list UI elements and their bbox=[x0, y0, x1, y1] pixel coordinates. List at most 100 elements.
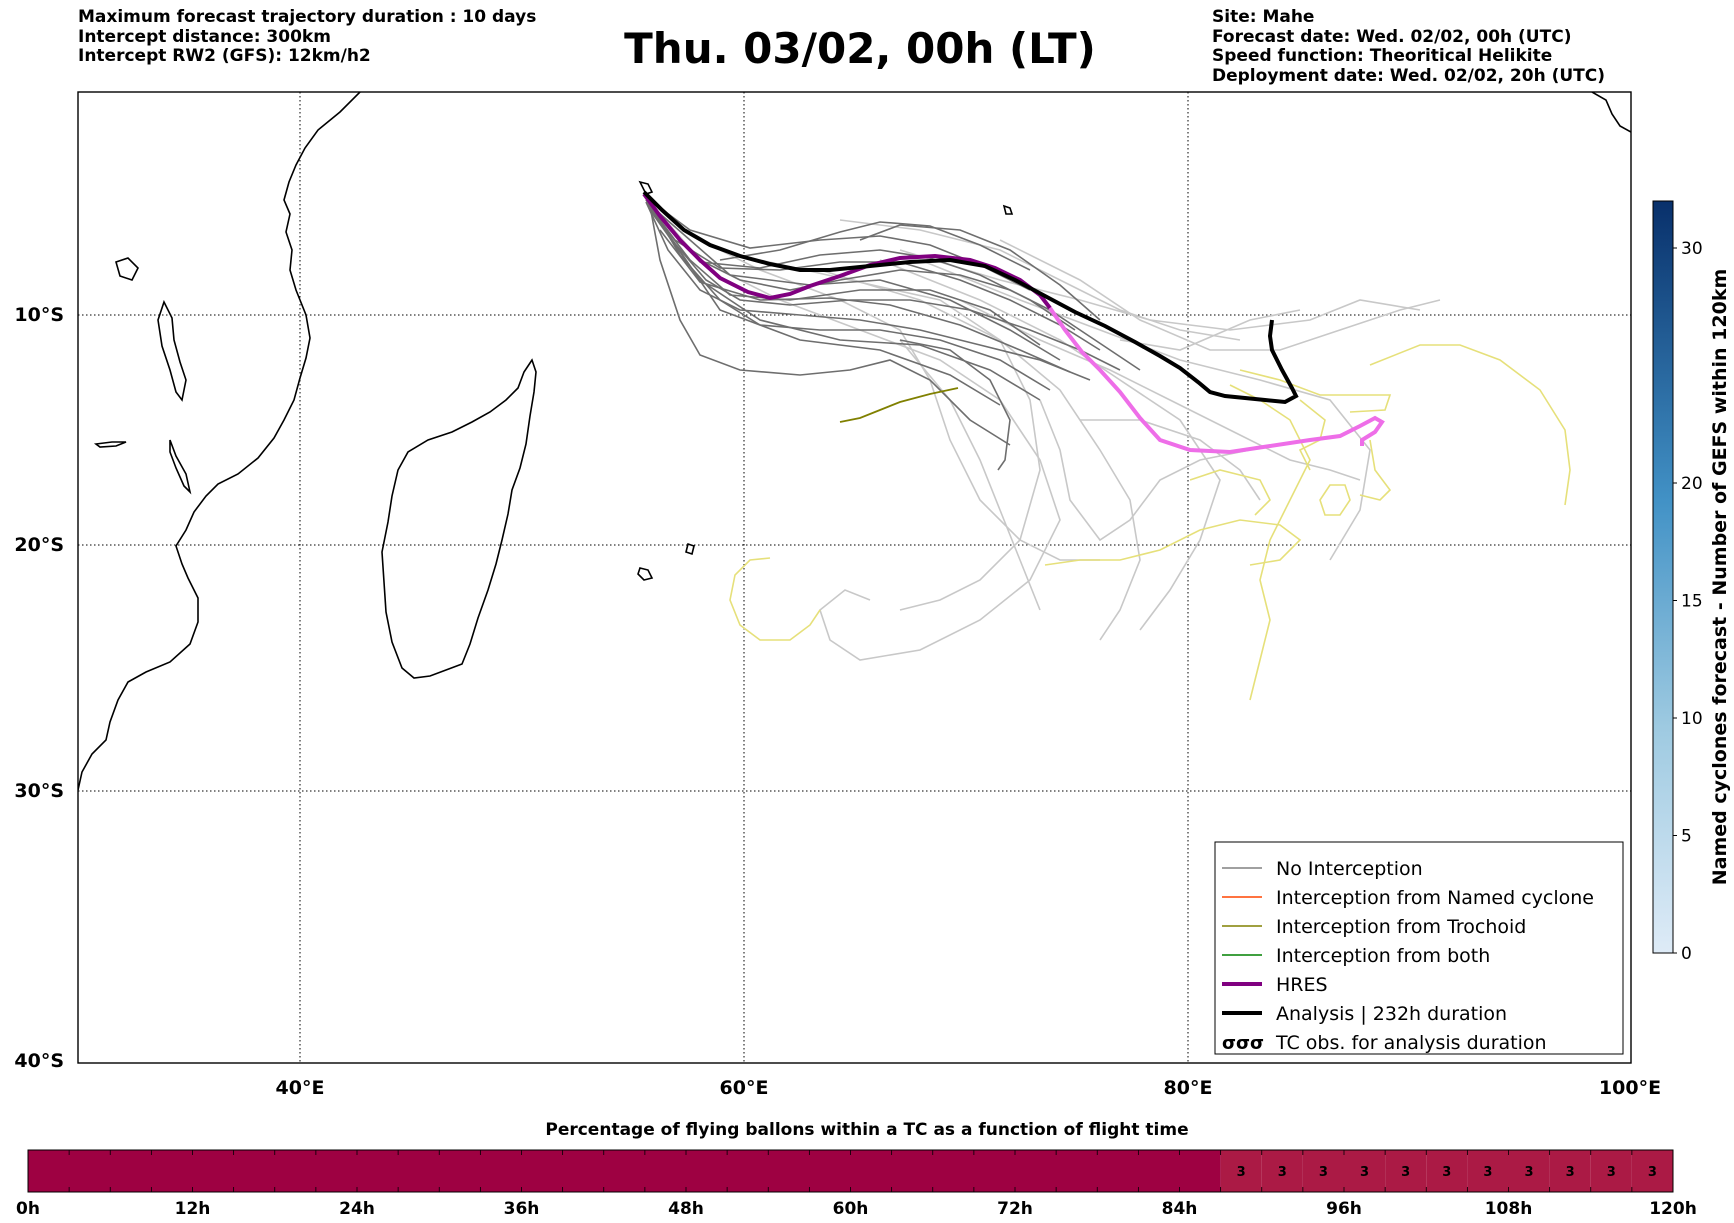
lat-tick-40s: 40°S bbox=[14, 1050, 64, 1072]
member-light-5 bbox=[879, 259, 1221, 631]
speed-function-text: Speed function: Theoritical Helikite bbox=[1212, 46, 1553, 66]
flight-bar-tick-1: 12h bbox=[175, 1199, 211, 1219]
member-light-10 bbox=[839, 219, 1241, 341]
intercept-rw2-text: Intercept RW2 (GFS): 12km/h2 bbox=[78, 46, 371, 66]
flight-bar-cell-label-4: 3 bbox=[1401, 1165, 1410, 1180]
colorbar-tick-4: 20 bbox=[1681, 474, 1703, 494]
seychelles-bank bbox=[638, 180, 654, 195]
colorbar-tick-5: 30 bbox=[1681, 239, 1703, 259]
members-dark bbox=[643, 193, 1141, 471]
flight-bar-cell-label-1: 3 bbox=[1278, 1165, 1287, 1180]
flight-bar-cell-3 bbox=[1344, 1150, 1386, 1192]
lat-tick-30s: 30°S bbox=[14, 780, 64, 802]
legend: No Interception Interception from Named c… bbox=[1214, 841, 1624, 1055]
max-duration-text: Maximum forecast trajectory duration : 1… bbox=[78, 7, 537, 27]
flight-bar-cell-9 bbox=[1590, 1150, 1632, 1192]
flight-bar-tick-0: 0h bbox=[16, 1199, 40, 1219]
flight-bar-cell-10 bbox=[1631, 1150, 1673, 1192]
member-dark-9 bbox=[649, 205, 1011, 446]
member-yellow-5 bbox=[1239, 369, 1392, 413]
flight-bar-cell-label-8: 3 bbox=[1566, 1165, 1575, 1180]
member-yellow-9 bbox=[1359, 439, 1392, 501]
site-text: Site: Mahe bbox=[1212, 7, 1315, 27]
flight-bar-tick-5: 60h bbox=[833, 1199, 869, 1219]
lake-victoria bbox=[115, 257, 139, 281]
colorbar-tick-2: 10 bbox=[1681, 709, 1703, 729]
member-dark-10 bbox=[647, 203, 1001, 406]
mauritius-island bbox=[685, 542, 695, 556]
flight-bar-frame bbox=[27, 1149, 1674, 1193]
madagascar-coast bbox=[381, 358, 537, 679]
colorbar-label: Named cyclones forecast - Number of GEFS… bbox=[1709, 269, 1731, 886]
flight-bar-tick-4: 48h bbox=[668, 1199, 704, 1219]
member-yellow-3 bbox=[1229, 384, 1311, 701]
flight-bar-cell-0 bbox=[1220, 1150, 1262, 1192]
member-yellow-4 bbox=[1369, 344, 1571, 506]
flight-bar-cell-5 bbox=[1426, 1150, 1468, 1192]
flight-bar-tick-6: 72h bbox=[997, 1199, 1033, 1219]
legend-label-4: HRES bbox=[1276, 974, 1328, 996]
members-light bbox=[647, 199, 1441, 661]
member-light-1 bbox=[647, 199, 1061, 661]
member-dark-15 bbox=[859, 224, 1101, 321]
legend-label-0: No Interception bbox=[1276, 858, 1423, 880]
lon-tick-40e: 40°E bbox=[276, 1077, 325, 1099]
lon-tick-100e: 100°E bbox=[1599, 1077, 1661, 1099]
member-dark-4 bbox=[647, 203, 1101, 351]
member-dark-6 bbox=[649, 207, 1041, 346]
intercept-distance-text: Intercept distance: 300km bbox=[78, 26, 331, 47]
deployment-date-text: Deployment date: Wed. 02/02, 20h (UTC) bbox=[1212, 65, 1606, 86]
flight-bar-cell-label-7: 3 bbox=[1525, 1165, 1534, 1180]
member-yellow-2 bbox=[1044, 519, 1302, 566]
map-title: Thu. 03/02, 00h (LT) bbox=[624, 24, 1096, 73]
colorbar: 0 5 10 15 20 30 Named cyclones forecast - Num… bbox=[1652, 200, 1731, 964]
legend-label-2: Interception from Trochoid bbox=[1276, 916, 1526, 938]
flight-bar-cell-4 bbox=[1385, 1150, 1427, 1192]
lake-tanganyika bbox=[157, 299, 187, 402]
flight-bar-cell-label-3: 3 bbox=[1360, 1165, 1369, 1180]
flight-bar-cell-label-5: 3 bbox=[1442, 1165, 1451, 1180]
colorbar-tick-1: 5 bbox=[1681, 827, 1692, 847]
member-light-12 bbox=[899, 339, 1041, 611]
header-right-info: Site: Mahe Forecast date: Wed. 02/02, 00… bbox=[1212, 7, 1606, 86]
member-yellow-7 bbox=[1319, 484, 1351, 516]
flight-bar-tick-2: 24h bbox=[339, 1199, 375, 1219]
chagos-island bbox=[1002, 204, 1014, 215]
member-dark-3 bbox=[645, 201, 1091, 381]
legend-label-5: Analysis | 232h duration bbox=[1276, 1003, 1507, 1025]
lat-tick-10s: 10°S bbox=[14, 304, 64, 326]
trochoid-trajectory bbox=[839, 387, 959, 423]
flight-bar-cell-1 bbox=[1261, 1150, 1303, 1192]
flight-bar-tick-8: 96h bbox=[1326, 1199, 1362, 1219]
colorbar-tick-3: 15 bbox=[1681, 592, 1703, 612]
flight-bar-cell-label-9: 3 bbox=[1607, 1165, 1616, 1180]
member-dark-12 bbox=[719, 221, 1031, 271]
flight-bar-cell-6 bbox=[1467, 1150, 1509, 1192]
member-light-4 bbox=[819, 269, 1141, 641]
members-yellow bbox=[729, 344, 1571, 701]
colorbar-gradient bbox=[1652, 200, 1674, 954]
member-light-14 bbox=[1080, 419, 1261, 501]
flight-bar-cell-7 bbox=[1508, 1150, 1550, 1192]
mascarene-island bbox=[637, 567, 654, 581]
legend-symbol-tc-obs: σσσ bbox=[1222, 1033, 1264, 1054]
flight-bar-cell-label-2: 3 bbox=[1319, 1165, 1328, 1180]
colorbar-tick-0: 0 bbox=[1681, 944, 1692, 964]
flight-bar-cell-8 bbox=[1549, 1150, 1591, 1192]
flight-bar-tick-3: 36h bbox=[504, 1199, 540, 1219]
lon-tick-80e: 80°E bbox=[1164, 1077, 1213, 1099]
member-yellow-1 bbox=[729, 557, 821, 641]
flight-bar-cell-label-6: 3 bbox=[1483, 1165, 1492, 1180]
member-yellow-8 bbox=[1189, 469, 1271, 516]
member-light-11 bbox=[1039, 399, 1251, 542]
legend-label-6: TC obs. for analysis duration bbox=[1275, 1032, 1547, 1054]
flight-bar-tick-10: 120h bbox=[1649, 1199, 1697, 1219]
member-light-2 bbox=[699, 239, 1100, 561]
flight-bar-cell-label-0: 3 bbox=[1237, 1165, 1246, 1180]
axis-labels: 40°E 60°E 80°E 100°E 10°S 20°S 30°S 40°S bbox=[14, 304, 1661, 1099]
member-light-7 bbox=[919, 259, 1371, 561]
member-light-9 bbox=[999, 239, 1441, 351]
member-dark-16 bbox=[659, 229, 1071, 373]
coastlines bbox=[78, 92, 1631, 791]
